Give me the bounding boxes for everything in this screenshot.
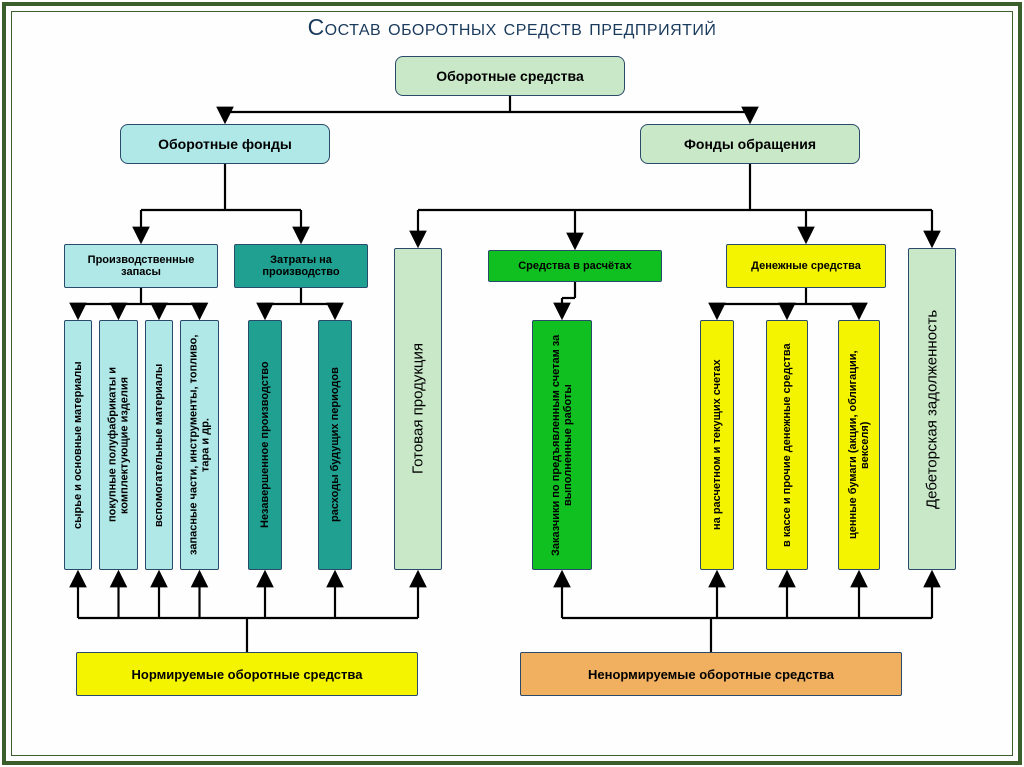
node-v8: Заказчики по предъявленным счетам за вып… xyxy=(532,320,592,570)
node-v2: покупные полуфабрикаты и комплектующие и… xyxy=(99,320,138,570)
node-settlements: Средства в расчётах xyxy=(488,250,662,282)
node-v11: ценные бумаги (акции, облигации, векселя… xyxy=(838,320,880,570)
node-v3: вспомогательные материалы xyxy=(145,320,173,570)
node-cash: Денежные средства xyxy=(726,244,886,288)
node-circulation: Фонды обращения xyxy=(640,124,860,164)
node-v4: запасные части, инструменты, топливо, та… xyxy=(180,320,219,570)
node-normalized: Нормируемые оборотные средства xyxy=(76,652,418,696)
node-v12: Дебеторская задолженность xyxy=(908,248,956,570)
node-v5: Незавершенное производство xyxy=(248,320,282,570)
node-v6: расходы будущих периодов xyxy=(318,320,352,570)
node-nonnormalized: Ненормируемые оборотные средства xyxy=(520,652,902,696)
node-inventory: Производственные запасы xyxy=(64,244,218,288)
node-costs: Затраты на производство xyxy=(234,244,368,288)
node-funds: Оборотные фонды xyxy=(120,124,330,164)
node-v10: в кассе и прочие денежные средства xyxy=(766,320,808,570)
node-root: Оборотные средства xyxy=(395,56,625,96)
node-v7: Готовая продукция xyxy=(394,248,442,570)
diagram-title: Состав оборотных средств предприятий xyxy=(0,14,1024,41)
node-v9: на расчетном и текущих счетах xyxy=(700,320,734,570)
node-v1: сырье и основные материалы xyxy=(64,320,92,570)
